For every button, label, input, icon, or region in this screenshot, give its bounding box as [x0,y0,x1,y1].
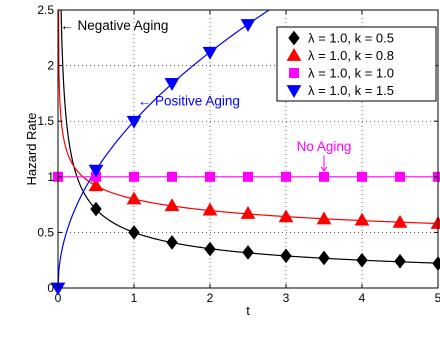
data-point-series-1 [430,215,440,229]
data-point-series-1 [202,202,218,216]
legend-label-1: λ = 1.0, k = 0.8 [308,48,394,63]
data-point-series-2 [281,171,291,182]
legend-label-2: λ = 1.0, k = 1.0 [308,66,394,81]
data-point-series-1 [354,212,370,226]
y-tick-label: 1 [47,170,54,184]
data-point-series-2 [319,171,329,182]
no-aging-arrowhead [320,166,328,172]
legend-marker-0 [288,30,300,46]
y-axis-label: Hazard Rate [24,113,39,186]
annotation-layer: ← Negative Aging ← Positive Aging No Aging [60,18,352,172]
data-point-series-0 [432,256,440,271]
data-point-series-1 [316,211,332,225]
data-point-series-0 [356,252,368,268]
y-tick-label: 2.5 [37,3,54,17]
data-point-series-3 [126,115,142,129]
legend-marker-3 [286,85,302,99]
data-point-series-0 [128,225,140,240]
data-point-series-3 [202,46,218,60]
data-point-series-0 [318,250,330,266]
marker-layer [50,19,440,296]
legend-label-0: λ = 1.0, k = 0.5 [308,31,394,46]
x-tick-label: 5 [435,291,440,305]
data-point-series-2 [129,171,139,182]
y-tick-label: 2 [47,59,54,73]
data-point-series-2 [243,171,253,182]
y-tick-label: 0.5 [37,225,54,239]
data-point-series-3 [164,78,180,91]
y-tick-label: 0 [47,281,54,295]
data-point-series-0 [280,248,292,264]
data-point-series-1 [88,178,104,192]
x-axis-label: t [246,303,250,318]
x-tick-label: 3 [283,291,290,305]
data-point-series-3 [240,19,256,32]
data-point-series-0 [166,235,178,250]
data-point-series-0 [90,201,102,217]
annotation-0: ← Negative Aging [60,18,168,33]
x-tick-label: 0 [55,291,62,305]
legend-label-3: λ = 1.0, k = 1.5 [308,83,394,98]
plot-frame [57,9,439,289]
data-point-series-1 [126,191,142,205]
data-point-series-1 [240,205,256,219]
legend-marker-2 [289,68,299,78]
data-point-series-0 [204,241,216,257]
data-point-series-2 [205,171,215,182]
data-point-series-0 [394,253,406,269]
x-tick-label: 2 [207,291,214,305]
data-point-series-3 [88,164,104,178]
x-tick-label: 4 [359,291,366,305]
annotation-2: No Aging [297,139,352,154]
data-point-series-2 [167,171,177,182]
tick-layer: 0 1 2 3 4 5 0 0.5 1 1.5 2 2.5 [37,3,440,305]
legend: λ = 1.0, k = 0.5 λ = 1.0, k = 0.8 λ = 1.0,… [276,26,437,102]
data-point-series-1 [392,214,408,228]
legend-marker-1 [286,47,302,61]
data-point-series-2 [395,171,405,182]
legend-box [276,26,437,102]
data-point-series-0 [242,245,254,260]
x-tick-label: 1 [131,291,138,305]
y-tick-label: 1.5 [37,114,54,128]
data-point-series-1 [278,209,294,223]
data-point-series-1 [164,198,180,212]
data-point-series-2 [357,171,367,182]
annotation-1: ← Positive Aging [138,94,240,109]
